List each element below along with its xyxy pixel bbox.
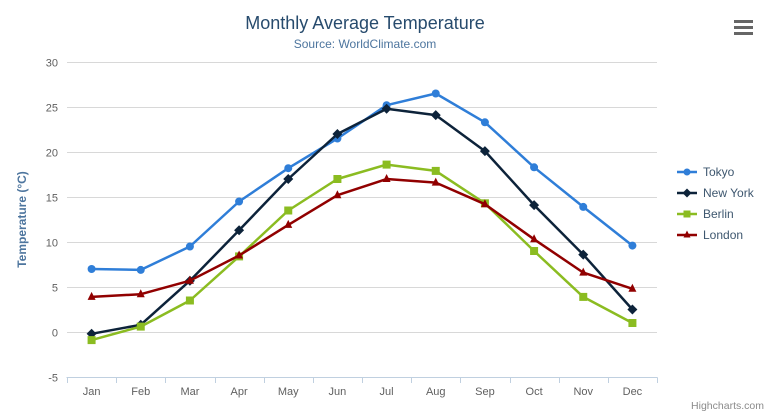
data-point-marker-diamond[interactable] bbox=[479, 146, 490, 157]
data-point-marker-square[interactable] bbox=[683, 210, 691, 217]
legend-item-london[interactable]: London bbox=[676, 224, 754, 245]
berlin-legend-marker-icon bbox=[677, 210, 697, 217]
data-point-marker-triangle[interactable] bbox=[136, 289, 145, 298]
tokyo-legend-marker-icon bbox=[677, 168, 697, 175]
data-point-marker-diamond[interactable] bbox=[529, 200, 540, 211]
data-point-marker-diamond[interactable] bbox=[381, 103, 392, 114]
x-axis-tick-label: Oct bbox=[526, 386, 543, 398]
data-point-marker-square[interactable] bbox=[185, 296, 194, 305]
data-point-marker-circle[interactable] bbox=[284, 164, 293, 173]
data-point-marker-diamond[interactable] bbox=[682, 188, 692, 197]
data-point-marker-square[interactable] bbox=[628, 319, 637, 327]
data-point-marker-square[interactable] bbox=[382, 160, 391, 169]
y-axis-tick-label: 10 bbox=[46, 238, 58, 250]
data-point-marker-diamond[interactable] bbox=[332, 129, 343, 139]
data-point-marker-square[interactable] bbox=[284, 206, 293, 215]
series-new-york bbox=[86, 103, 638, 339]
data-point-marker-circle[interactable] bbox=[683, 168, 691, 175]
data-point-marker-square[interactable] bbox=[431, 166, 440, 175]
y-axis-tick-label: 25 bbox=[46, 103, 58, 115]
x-axis-tick-label: Mar bbox=[180, 386, 199, 398]
data-point-marker-diamond[interactable] bbox=[627, 304, 638, 315]
hamburger-menu-icon bbox=[734, 26, 753, 29]
legend-label: London bbox=[703, 227, 744, 242]
data-point-marker-triangle[interactable] bbox=[480, 199, 489, 208]
data-point-marker-triangle[interactable] bbox=[284, 219, 293, 228]
data-point-marker-triangle[interactable] bbox=[333, 190, 342, 199]
london-legend-marker-icon bbox=[677, 230, 697, 237]
credits-link[interactable]: Highcharts.com bbox=[691, 400, 764, 412]
data-point-marker-square[interactable] bbox=[136, 322, 145, 331]
x-axis-tick-label: Dec bbox=[623, 386, 643, 398]
series-line-london bbox=[90, 177, 634, 299]
new-york-legend-marker-icon bbox=[677, 188, 697, 197]
data-point-marker-triangle[interactable] bbox=[185, 275, 194, 284]
legend: Tokyo New York Berlin London bbox=[676, 161, 754, 245]
data-point-marker-circle[interactable] bbox=[185, 242, 194, 251]
y-axis-tick-label: 15 bbox=[46, 193, 58, 205]
data-point-marker-triangle[interactable] bbox=[87, 291, 96, 300]
x-axis-tick-label: Apr bbox=[231, 386, 248, 398]
x-axis-tick-label: Jul bbox=[380, 386, 394, 398]
data-point-marker-diamond[interactable] bbox=[578, 249, 589, 260]
legend-label: Berlin bbox=[703, 206, 734, 221]
chart-subtitle: Source: WorldClimate.com bbox=[293, 37, 437, 51]
x-axis-tick-label: Jan bbox=[83, 386, 101, 398]
data-point-marker-circle[interactable] bbox=[136, 265, 145, 274]
data-point-marker-triangle[interactable] bbox=[628, 283, 637, 292]
y-axis-tick-label: 20 bbox=[46, 148, 58, 160]
y-axis-tick-label: 5 bbox=[52, 283, 58, 295]
data-point-marker-circle[interactable] bbox=[628, 241, 637, 250]
series-tokyo bbox=[87, 89, 637, 274]
series-line-new-york bbox=[90, 107, 634, 336]
data-point-marker-triangle[interactable] bbox=[382, 174, 391, 182]
data-point-marker-diamond[interactable] bbox=[430, 110, 441, 121]
x-axis-tick-label: Jun bbox=[329, 386, 347, 398]
x-axis-tick-label: Sep bbox=[475, 386, 495, 398]
data-point-marker-circle[interactable] bbox=[579, 202, 588, 211]
y-axis-tick-label: 30 bbox=[46, 58, 58, 70]
data-point-marker-square[interactable] bbox=[530, 247, 539, 255]
hamburger-menu-icon bbox=[734, 20, 753, 23]
hamburger-menu-icon bbox=[734, 32, 753, 35]
legend-item-berlin[interactable]: Berlin bbox=[676, 203, 754, 224]
data-point-marker-circle[interactable] bbox=[530, 163, 539, 172]
y-axis-title: Temperature (°C) bbox=[15, 171, 29, 268]
x-axis-tick-label: Nov bbox=[573, 386, 593, 398]
data-point-marker-square[interactable] bbox=[87, 336, 96, 345]
data-point-marker-triangle[interactable] bbox=[579, 267, 588, 276]
series-line-berlin bbox=[90, 163, 634, 342]
chart-title: Monthly Average Temperature bbox=[245, 13, 485, 33]
series-london bbox=[87, 174, 637, 300]
x-axis-tick-label: May bbox=[278, 386, 299, 398]
data-point-marker-square[interactable] bbox=[579, 292, 588, 301]
data-point-marker-square[interactable] bbox=[333, 175, 342, 183]
series-line-tokyo bbox=[90, 92, 634, 272]
data-point-marker-triangle[interactable] bbox=[235, 250, 244, 259]
y-axis-tick-label: -5 bbox=[48, 373, 58, 385]
data-point-marker-circle[interactable] bbox=[431, 89, 440, 98]
data-point-marker-circle[interactable] bbox=[480, 118, 489, 127]
legend-label: Tokyo bbox=[703, 164, 735, 179]
data-point-marker-diamond[interactable] bbox=[234, 225, 245, 236]
data-point-marker-triangle[interactable] bbox=[683, 230, 691, 237]
legend-label: New York bbox=[703, 185, 754, 200]
data-point-marker-circle[interactable] bbox=[235, 197, 244, 206]
data-point-marker-circle[interactable] bbox=[87, 265, 96, 273]
x-axis-tick-label: Aug bbox=[426, 386, 446, 398]
legend-item-new-york[interactable]: New York bbox=[676, 182, 754, 203]
y-axis-tick-label: 0 bbox=[52, 328, 58, 340]
data-point-marker-diamond[interactable] bbox=[283, 174, 294, 184]
data-point-marker-triangle[interactable] bbox=[530, 234, 539, 243]
data-point-marker-triangle[interactable] bbox=[431, 177, 440, 186]
export-menu-button[interactable] bbox=[734, 20, 754, 35]
legend-item-tokyo[interactable]: Tokyo bbox=[676, 161, 754, 182]
x-axis-tick-label: Feb bbox=[131, 386, 150, 398]
